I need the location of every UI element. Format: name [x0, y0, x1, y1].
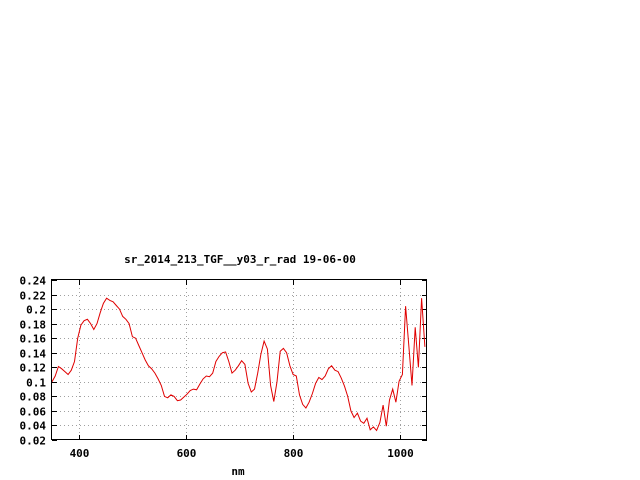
y-tick-label: 0.16 — [20, 333, 47, 346]
y-tick-label: 0.22 — [20, 290, 47, 303]
x-tick-label: 400 — [70, 447, 90, 460]
y-tick-label: 0.2 — [26, 304, 46, 317]
x-tick-label: 1000 — [387, 447, 414, 460]
axis-layer: 0.020.040.060.080.10.120.140.160.180.20.… — [20, 275, 427, 460]
x-axis-label: nm — [231, 465, 245, 478]
y-tick-label: 0.24 — [20, 275, 47, 288]
y-tick-label: 0.02 — [20, 435, 47, 448]
y-tick-label: 0.18 — [20, 319, 47, 332]
series-line — [51, 297, 426, 432]
y-tick-label: 0.08 — [20, 391, 47, 404]
y-tick-label: 0.14 — [20, 348, 47, 361]
x-tick-label: 600 — [177, 447, 197, 460]
plot-frame — [51, 279, 427, 440]
y-tick-label: 0.04 — [20, 420, 47, 433]
y-tick-label: 0.06 — [20, 406, 47, 419]
y-tick-label: 0.12 — [20, 362, 47, 375]
y-tick-label: 0.1 — [26, 377, 46, 390]
chart-title: sr_2014_213_TGF__y03_r_rad 19-06-00 — [124, 253, 356, 266]
series-layer — [51, 297, 426, 432]
x-tick-label: 800 — [284, 447, 304, 460]
grid-layer — [52, 280, 427, 440]
